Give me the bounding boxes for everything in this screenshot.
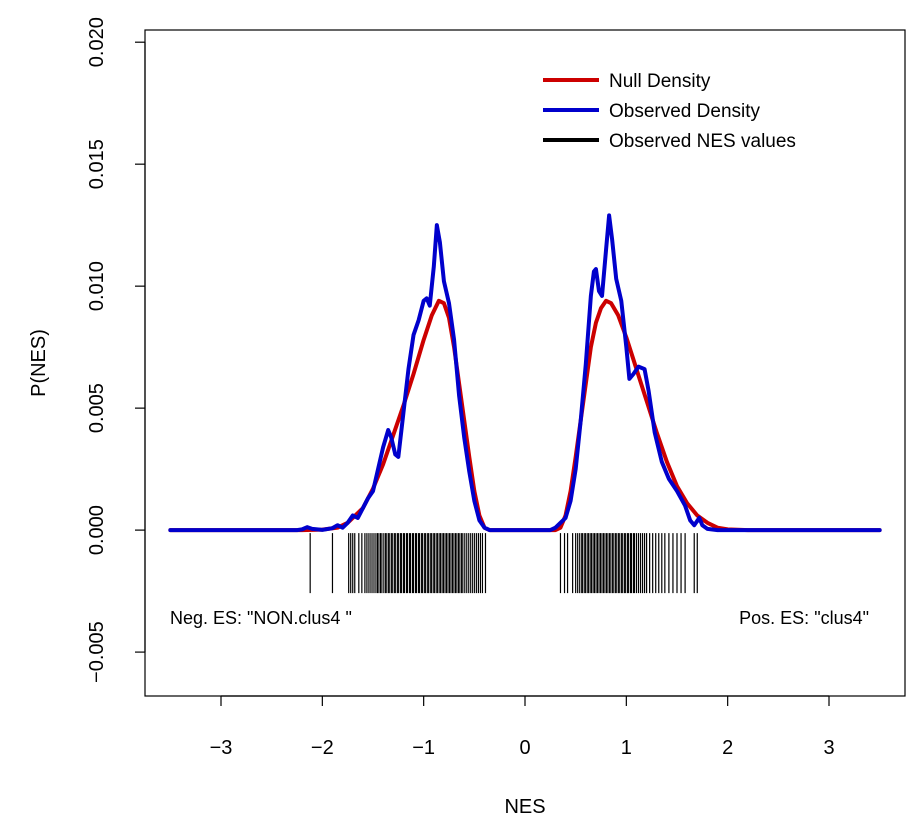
x-tick-label: 2 (722, 737, 733, 759)
annotation-positive-es: Pos. ES: "clus4" (739, 608, 869, 628)
y-tick-label: 0.010 (86, 261, 108, 311)
legend: Null Density Observed Density Observed N… (543, 71, 796, 152)
x-tick-label: 0 (519, 737, 530, 759)
observed-density-line (168, 213, 882, 533)
annotation-negative-es: Neg. ES: "NON.clus4 " (170, 608, 352, 628)
y-axis-label: P(NES) (28, 329, 50, 397)
x-tick-label: −3 (210, 737, 233, 759)
y-tick-label: 0.000 (86, 505, 108, 555)
rug-marks (309, 533, 698, 594)
x-tick-label: −2 (311, 737, 334, 759)
plot-frame (144, 29, 906, 697)
y-tick-label: 0.005 (86, 383, 108, 433)
x-tick-label: 1 (621, 737, 632, 759)
legend-label-observed-density: Observed Density (609, 101, 761, 122)
y-tick-label: 0.020 (86, 17, 108, 67)
y-tick-label: −0.005 (86, 621, 108, 683)
legend-label-null-density: Null Density (609, 71, 711, 92)
null-density-line (168, 298, 882, 533)
y-axis: −0.005 0.000 0.005 0.010 0.015 0.020 (86, 17, 146, 683)
density-series (168, 213, 882, 533)
x-tick-label: 3 (823, 737, 834, 759)
x-axis-label: NES (504, 796, 545, 818)
y-tick-label: 0.015 (86, 139, 108, 189)
x-axis: −3 −2 −1 0 1 2 3 (210, 695, 835, 759)
legend-label-observed-nes: Observed NES values (609, 131, 796, 152)
x-tick-label: −1 (412, 737, 435, 759)
